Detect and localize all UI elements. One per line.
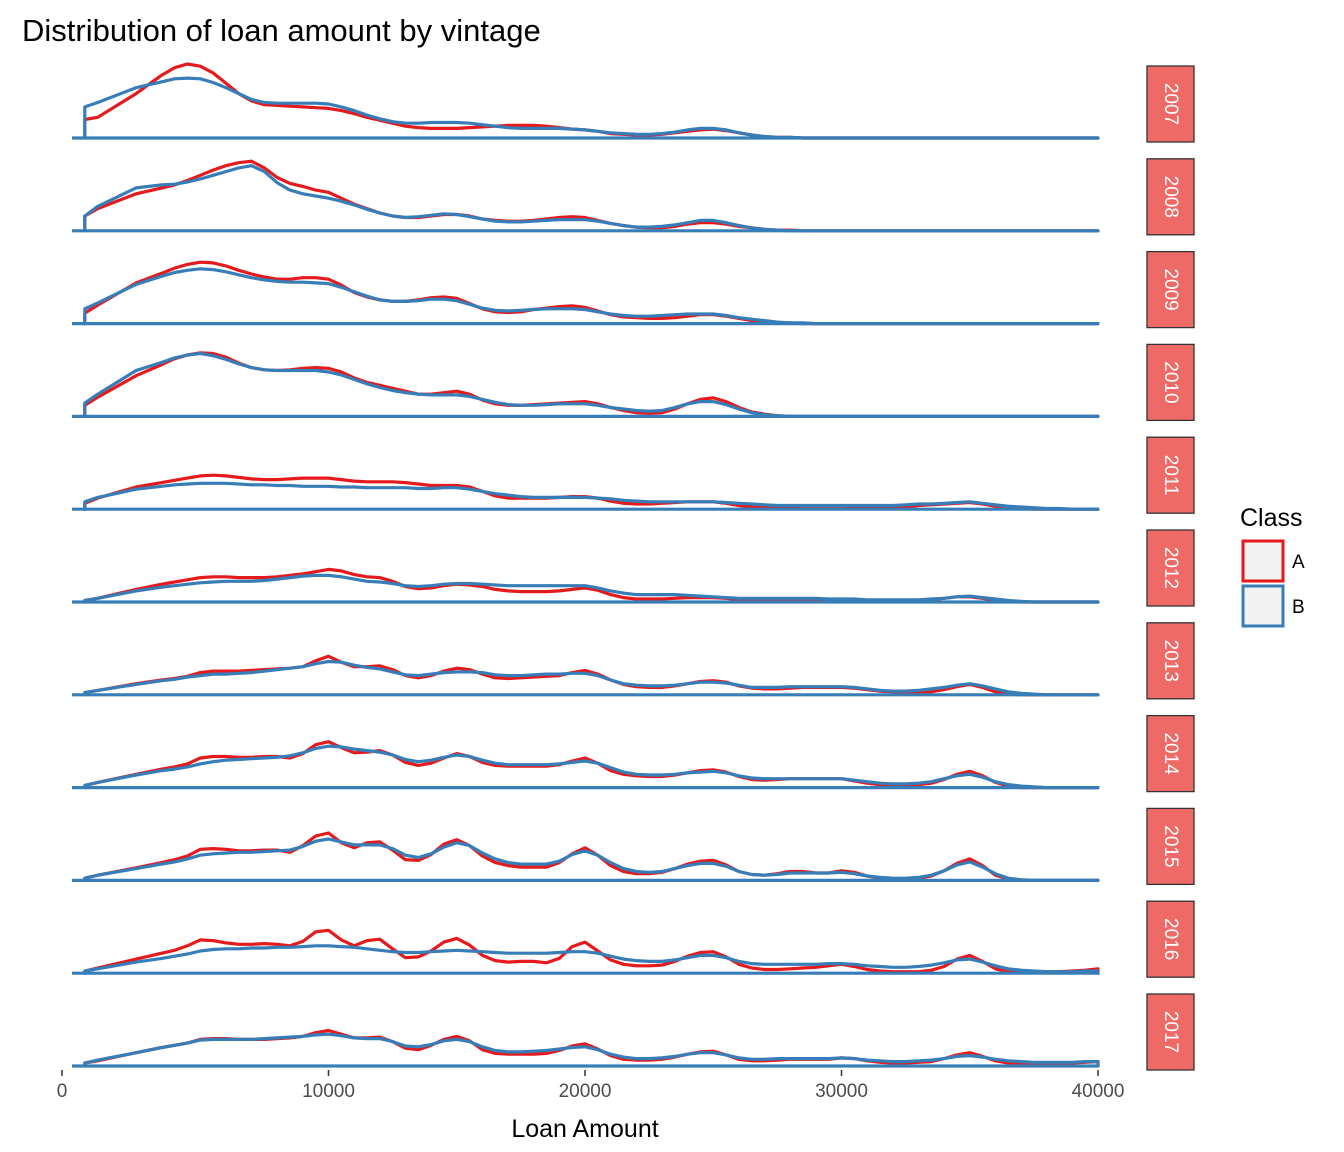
x-tick-label: 30000 — [815, 1081, 868, 1102]
density-line-2010-B — [83, 351, 1100, 418]
strip-label-2013: 2013 — [1160, 640, 1181, 682]
x-tick-label: 20000 — [559, 1081, 612, 1102]
strip-label-2012: 2012 — [1160, 547, 1181, 589]
strip-2016 — [1146, 900, 1195, 978]
density-line-2011-B — [83, 481, 1100, 511]
density-line-2009-B — [83, 267, 1100, 326]
density-line-2015-B — [83, 837, 1100, 883]
x-tick-label: 0 — [57, 1081, 68, 1102]
strip-2017 — [1146, 993, 1195, 1071]
x-axis-label: Loan Amount — [511, 1115, 658, 1143]
facet-panel-2008: 2008 — [72, 158, 1195, 236]
strip-2013 — [1146, 622, 1195, 700]
facet-panel-2011: 2011 — [72, 436, 1195, 514]
density-line-2009-A — [83, 260, 1100, 326]
strip-label-2009: 2009 — [1160, 268, 1181, 310]
facet-panel-2014: 2014 — [72, 714, 1195, 793]
chart-title: Distribution of loan amount by vintage — [22, 13, 541, 48]
strip-label-2017: 2017 — [1160, 1011, 1181, 1053]
density-line-2015-A — [83, 831, 1100, 883]
legend-key-A — [1241, 539, 1285, 583]
strip-label-2014: 2014 — [1160, 732, 1181, 775]
strip-2010 — [1146, 343, 1195, 422]
strip-2014 — [1146, 714, 1195, 793]
strip-label-2015: 2015 — [1160, 825, 1181, 867]
facet-panel-2009: 2009 — [72, 250, 1195, 329]
facet-panel-2010: 2010 — [72, 343, 1195, 422]
density-line-2012-B — [83, 573, 1100, 604]
strip-2008 — [1146, 158, 1195, 236]
strip-2012 — [1146, 529, 1195, 607]
facet-panel-2016: 2016 — [72, 900, 1195, 978]
x-axis: 0 10000 20000 30000 40000 — [57, 1070, 1125, 1102]
density-line-2016-B — [83, 944, 1100, 975]
legend-label-B: B — [1292, 597, 1305, 618]
x-tick-label: 10000 — [302, 1081, 355, 1102]
strip-label-2010: 2010 — [1160, 361, 1181, 403]
strip-label-2007: 2007 — [1160, 83, 1181, 125]
facet-panel-2015: 2015 — [72, 807, 1195, 886]
facet-panel-2013: 2013 — [72, 622, 1195, 700]
density-line-2008-B — [83, 164, 1100, 233]
density-line-2016-A — [83, 928, 1100, 975]
strip-2011 — [1146, 436, 1195, 514]
density-line-2017-B — [83, 1032, 1100, 1068]
density-line-2013-B — [83, 659, 1100, 697]
facet-panel-2012: 2012 — [72, 529, 1195, 607]
legend: Class AB — [1240, 504, 1305, 628]
facet-panel-2007: 2007 — [72, 62, 1195, 143]
strip-2015 — [1146, 807, 1195, 886]
strip-label-2011: 2011 — [1160, 455, 1181, 496]
density-line-2007-A — [83, 62, 1100, 140]
legend-label-A: A — [1292, 552, 1305, 573]
strip-label-2016: 2016 — [1160, 918, 1181, 960]
strip-2009 — [1146, 250, 1195, 329]
strip-label-2008: 2008 — [1160, 176, 1181, 218]
legend-entries: AB — [1241, 539, 1305, 628]
x-tick-label: 40000 — [1072, 1081, 1125, 1102]
density-line-2014-B — [83, 744, 1100, 790]
strip-2007 — [1146, 65, 1195, 143]
density-line-2014-A — [83, 740, 1100, 790]
facet-panel-2017: 2017 — [72, 993, 1195, 1071]
facet-panels: 2007 2008 2009 2010 2011 2012 2013 2014 2015 2016… — [72, 62, 1195, 1071]
legend-key-B — [1241, 584, 1285, 628]
legend-title: Class — [1240, 504, 1303, 532]
density-line-2007-B — [83, 76, 1100, 140]
